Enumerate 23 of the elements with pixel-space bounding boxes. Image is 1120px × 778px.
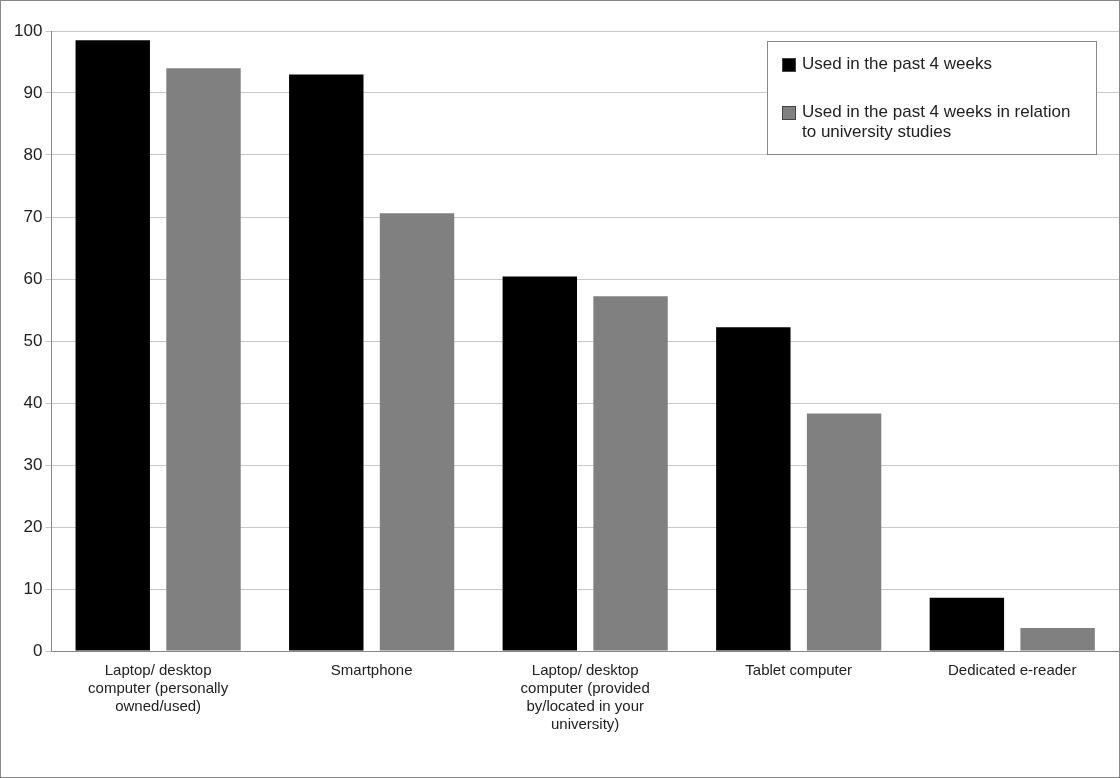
y-tick-label: 60 <box>23 268 43 288</box>
x-tick-label: Laptop/ desktop computer (provided by/located in your university) <box>520 661 650 733</box>
y-tick-label: 70 <box>23 206 43 226</box>
bar <box>502 276 578 651</box>
y-tick-label: 10 <box>23 578 43 598</box>
y-tick-label: 20 <box>23 516 43 536</box>
legend-label: Used in the past 4 weeks <box>802 54 992 74</box>
bar <box>75 40 150 651</box>
y-tick-label: 100 <box>13 20 43 40</box>
y-tick-label: 50 <box>23 330 43 350</box>
bar <box>929 597 1005 651</box>
y-tick-label: 40 <box>23 392 43 412</box>
x-tick-label: Laptop/ desktop computer (personally owned/used) <box>88 661 229 715</box>
bar <box>716 327 791 651</box>
y-tick-label: 80 <box>23 144 43 164</box>
bar <box>289 74 364 651</box>
y-tick-label: 0 <box>32 640 43 660</box>
x-tick-label: Dedicated e-reader <box>948 661 1077 679</box>
legend-label: Used in the past 4 weeks in relation to university studies <box>802 102 1072 142</box>
y-tick-label: 30 <box>23 454 43 474</box>
y-tick-label: 90 <box>23 82 43 102</box>
x-tick-label: Smartphone <box>330 661 413 679</box>
x-tick-label: Tablet computer <box>745 661 853 679</box>
